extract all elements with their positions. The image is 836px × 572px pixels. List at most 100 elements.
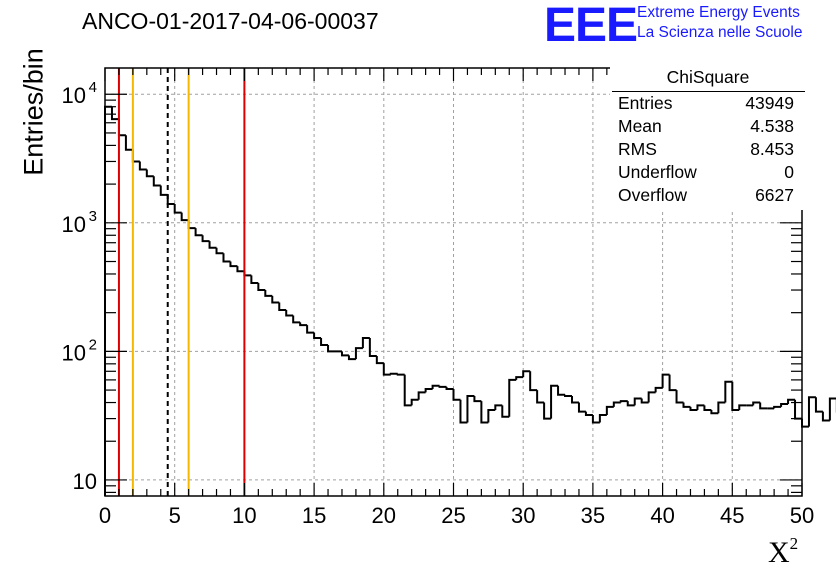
histogram-bin (250, 275, 259, 285)
x-tick-label: 50 (790, 503, 814, 528)
histogram-bin (717, 401, 726, 414)
histogram-bin (327, 345, 336, 353)
histogram-bin (522, 370, 531, 378)
histogram-bin (487, 408, 496, 423)
stats-key: Overflow (618, 185, 688, 205)
histogram-bin (110, 106, 119, 121)
histogram-bin (689, 406, 698, 411)
y-tick-label: 10 (62, 212, 86, 237)
histogram-bin (773, 405, 782, 409)
histogram-bin (236, 266, 245, 273)
histogram-bin (584, 411, 593, 416)
x-tick-label: 5 (169, 503, 181, 528)
histogram-bin (494, 404, 503, 410)
histogram-bin (173, 204, 182, 214)
histogram-bin (208, 241, 217, 249)
histogram-bin (438, 385, 447, 388)
histogram-bin (801, 418, 809, 428)
histogram-bin (285, 309, 294, 317)
x-tick-label: 10 (232, 503, 256, 528)
stats-key: Underflow (618, 162, 697, 182)
x-tick-label: 15 (302, 503, 326, 528)
stats-value: 6627 (755, 185, 794, 205)
histogram-bin (633, 397, 642, 406)
histogram-bin (347, 355, 356, 361)
stats-value: 8.453 (750, 139, 794, 159)
histogram-bin (724, 380, 733, 403)
logo-line-1: Extreme Energy Events (637, 4, 800, 21)
histogram-bin (529, 371, 538, 392)
histogram-bin (654, 386, 663, 393)
y-tick-label: 10 (62, 83, 86, 108)
histogram-bin (215, 247, 224, 255)
x-tick-label: 30 (511, 503, 535, 528)
histogram-bin (612, 401, 621, 407)
histogram-bin (243, 271, 252, 277)
histogram-bin (480, 401, 489, 424)
stats-box: ChiSquare Entries 43949 Mean 4.538 RMS 8… (610, 67, 807, 210)
histogram-bin (354, 347, 363, 360)
stats-value: 4.538 (750, 116, 794, 136)
histogram-bin (647, 391, 656, 403)
histogram-bin (710, 409, 719, 415)
histogram-bin (626, 401, 635, 407)
histogram-bin (564, 394, 572, 397)
stats-key: RMS (618, 139, 657, 159)
histogram-bin (306, 325, 315, 334)
histogram-bin (424, 387, 433, 393)
stats-key: Entries (618, 93, 673, 113)
histogram-bin (780, 402, 789, 407)
histogram-bin (515, 376, 524, 380)
x-axis-label: X2 (768, 534, 799, 569)
histogram-bin (396, 373, 405, 376)
histogram-bin (180, 212, 189, 222)
stats-value: 0 (784, 162, 794, 182)
histogram-bin (292, 315, 301, 324)
histogram-bin (445, 386, 454, 390)
histogram-bin (278, 302, 287, 311)
histogram-bin (452, 388, 461, 401)
x-tick-label: 20 (372, 503, 396, 528)
histogram-bin (417, 391, 426, 400)
histogram-bin (828, 397, 836, 421)
x-tick-label: 40 (650, 503, 674, 528)
histogram-bin (668, 374, 677, 392)
histogram-bin (473, 395, 482, 403)
histogram-bin (752, 401, 761, 406)
y-axis-label: Entries/bin (18, 48, 49, 176)
x-tick-labels: 0 5 10 15 20 25 30 35 40 45 50 (99, 503, 814, 528)
histogram-bin (557, 385, 566, 396)
eee-logo: EEE (544, 0, 638, 52)
histogram-bin (508, 378, 517, 417)
histogram-bin (264, 290, 273, 297)
histogram-bin (807, 396, 816, 427)
histogram-bin (814, 397, 823, 413)
histogram-bin (201, 235, 210, 243)
histogram-bin (598, 413, 607, 423)
y-tick-label: 10 (62, 340, 86, 365)
logo-line-2: La Scienza nelle Scuole (637, 24, 803, 41)
histogram-bin (361, 337, 370, 349)
histogram-bin (591, 414, 600, 424)
histogram-bin (222, 253, 231, 263)
y-tick-exponent: 4 (89, 79, 97, 96)
histogram-bin (117, 119, 126, 137)
histogram-bin (738, 404, 747, 410)
histogram-bin (299, 322, 308, 327)
cut-lines (117, 68, 246, 496)
histogram-bin (787, 398, 796, 404)
histogram-bin (257, 283, 266, 292)
histogram-bin (389, 372, 398, 375)
histogram-bin (152, 176, 161, 187)
histogram-bin (682, 402, 691, 408)
histogram-bin (368, 338, 377, 358)
histogram-bin (410, 398, 419, 406)
histogram-bin (194, 228, 203, 237)
histogram-bin (501, 405, 510, 418)
grid-lines (105, 68, 802, 496)
histogram-bin (159, 185, 168, 196)
histogram-bin (403, 374, 412, 407)
histogram-bin (570, 395, 579, 404)
x-tick-label: 0 (99, 503, 111, 528)
